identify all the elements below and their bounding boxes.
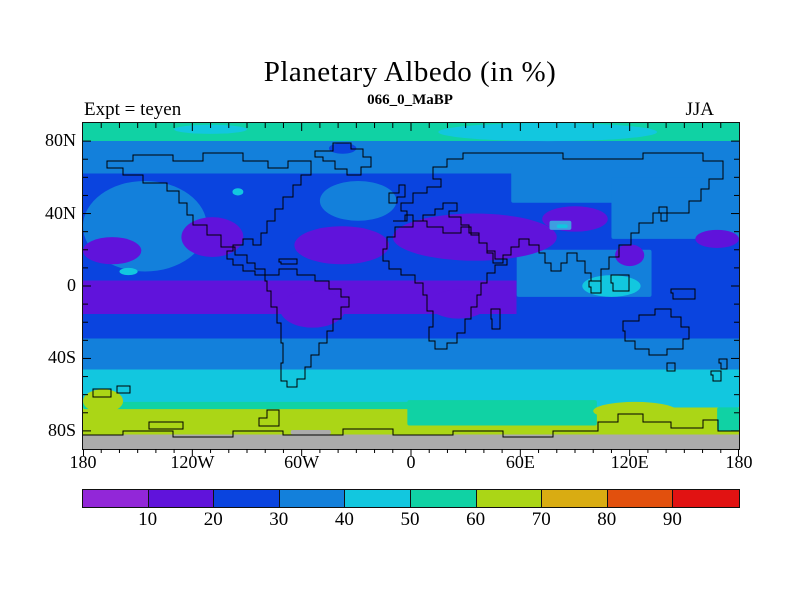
lat-axis-label-80S: 80S <box>47 419 76 440</box>
bottom-axis-ticks <box>83 449 739 456</box>
colorbar-segment-40-50 <box>345 490 411 507</box>
coastline-17 <box>116 385 131 394</box>
colorbar-label-60: 60 <box>466 509 486 530</box>
lon-axis-label-180: 180 <box>69 452 97 472</box>
lon-axis-label-60E: 60E <box>505 452 535 472</box>
feature-brazil <box>279 289 346 328</box>
feature-greenland-interior <box>329 142 357 154</box>
band-antarctica-ice <box>83 434 739 449</box>
coastline-10 <box>658 206 668 222</box>
lon-axis-label-180: 180 <box>725 452 753 472</box>
colorbar-segment-10-20 <box>148 490 215 507</box>
colorbar-label-40: 40 <box>334 509 354 530</box>
coastline-7 <box>588 280 602 294</box>
lat-axis-label-40S: 40S <box>47 347 76 368</box>
colorbar-label-30: 30 <box>269 509 289 530</box>
colorbar-label-10: 10 <box>138 509 158 530</box>
lon-axis-label-0: 0 <box>406 452 416 472</box>
colorbar-segment->90 <box>673 490 739 507</box>
colorbar-segment-20-30 <box>214 490 280 507</box>
coastline-20 <box>83 413 739 438</box>
coastline-19 <box>258 409 280 427</box>
colorbar-segment-50-60 <box>410 490 477 507</box>
lon-axis-label-60W: 60W <box>284 452 320 472</box>
feature-se-asia-coast <box>615 244 645 267</box>
feature-mexico-sw-us <box>181 217 244 258</box>
coastline-11 <box>278 258 298 265</box>
lat-axis-label-80N: 80N <box>45 130 76 151</box>
feature-central-africa <box>429 289 488 319</box>
colorbar-segment-80-90 <box>607 490 674 507</box>
lon-axis-label-120E: 120E <box>610 452 649 472</box>
band-south-midlat <box>83 338 739 370</box>
season-label: JJA <box>685 99 714 120</box>
lon-axis-label-120W: 120W <box>170 452 215 472</box>
band-south-subtropic <box>83 314 739 339</box>
albedo-map <box>82 122 740 450</box>
colorbar-label-50: 50 <box>400 509 420 530</box>
page-subtitle: 066_0_MaBP <box>367 92 453 108</box>
coastline-0 <box>106 152 312 276</box>
feature-north-atlantic <box>319 180 397 221</box>
colorbar-label-70: 70 <box>531 509 551 530</box>
albedo-map-svg <box>83 123 739 449</box>
colorbar-label-20: 20 <box>203 509 223 530</box>
coastline-15 <box>710 370 722 382</box>
lat-axis-label-40N: 40N <box>45 202 76 223</box>
colorbar-label-90: 90 <box>662 509 682 530</box>
feature-hudson-bay-spot <box>232 188 244 196</box>
coastline-3 <box>388 184 406 204</box>
feature-central-pacific-streak <box>83 237 142 265</box>
feature-arctic-cyan-patch-east <box>438 123 657 142</box>
colorbar <box>82 489 740 508</box>
coastline-9 <box>670 288 696 300</box>
colorbar-segment-30-40 <box>279 490 346 507</box>
coastline-18 <box>148 421 184 430</box>
coastline-2 <box>314 142 372 176</box>
feature-subantarctic-teal-strip <box>83 401 411 410</box>
experiment-label: Expt = teyen <box>84 99 182 120</box>
colorbar-segment-70-80 <box>542 490 608 507</box>
coastline-4 <box>393 152 724 282</box>
feature-sahara-arabia <box>392 213 557 261</box>
coastline-12 <box>622 308 690 356</box>
page-title: Planetary Albedo (in %) <box>263 56 557 88</box>
coastline-5 <box>382 220 508 350</box>
coastline-1 <box>264 268 350 388</box>
feature-east-antarctic-yellow <box>593 401 678 421</box>
feature-central-atlantic <box>294 226 390 265</box>
lat-axis-label-0: 0 <box>67 275 76 296</box>
feature-antarctic-teal-sector <box>407 400 597 426</box>
colorbar-label-80: 80 <box>597 509 617 530</box>
colorbar-segment-<10 <box>83 490 149 507</box>
coastline-8 <box>610 274 630 292</box>
colorbar-segment-60-70 <box>476 490 543 507</box>
coastline-14 <box>718 358 728 370</box>
feature-tibet-high <box>556 224 568 229</box>
feature-nw-pacific-subtropic <box>695 229 739 248</box>
coastline-16 <box>92 388 112 398</box>
feature-antarctic-ice-bump <box>290 429 331 435</box>
feature-pacific-equator-spot <box>119 267 138 276</box>
feature-northwest-pacific <box>611 177 739 239</box>
feature-far-se-teal <box>717 407 739 431</box>
coastline-13 <box>666 362 676 372</box>
coastline-6 <box>490 308 501 330</box>
